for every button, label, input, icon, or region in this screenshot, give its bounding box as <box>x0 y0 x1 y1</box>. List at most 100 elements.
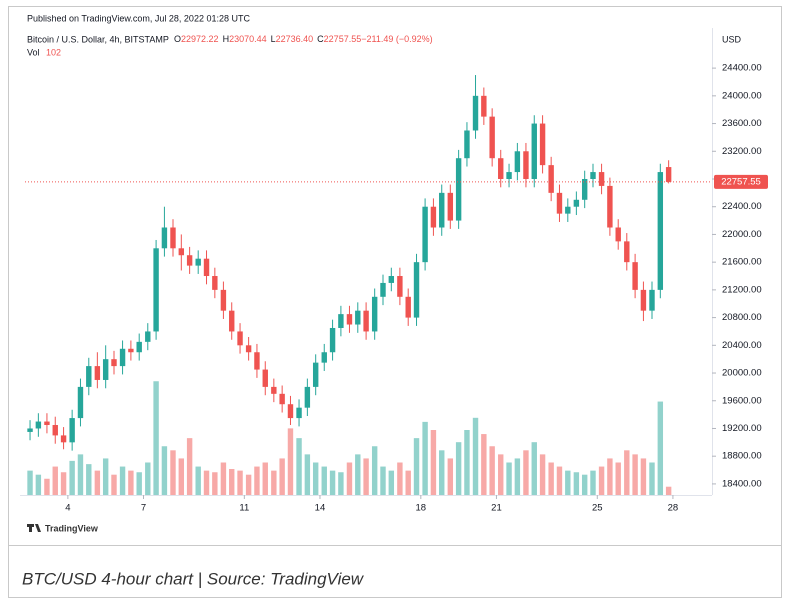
candle-body <box>624 241 630 263</box>
candle-layer <box>27 75 672 451</box>
y-tick-label: 20400.00 <box>722 340 762 351</box>
candle-body <box>77 386 84 419</box>
volume-bar <box>312 462 319 495</box>
volume-bar <box>447 458 454 495</box>
y-tick-label: 22000.00 <box>722 229 762 240</box>
volume-bar <box>539 454 546 495</box>
volume-bar <box>481 434 487 495</box>
volume-bar <box>514 458 521 495</box>
volume-bar <box>531 442 537 495</box>
candle-body <box>615 227 621 242</box>
volume-bar <box>430 430 437 495</box>
volume-bar <box>203 470 210 495</box>
published-line: Published on TradingView.com, Jul 28, 20… <box>27 13 250 23</box>
candle-body <box>186 255 193 266</box>
volume-bar <box>60 472 67 495</box>
y-tick-label: 18800.00 <box>722 451 762 462</box>
brand-logo <box>27 524 41 532</box>
volume-bar <box>304 454 311 495</box>
volume-bar <box>128 470 134 495</box>
x-tick-label: 18 <box>416 503 427 514</box>
volume-bar <box>161 446 168 495</box>
candle-body <box>430 206 437 228</box>
volume-bar <box>556 466 563 495</box>
candle-body <box>388 276 395 283</box>
y-tick-label: 20000.00 <box>722 368 762 379</box>
candle-body <box>296 407 302 419</box>
candle-body <box>229 310 235 332</box>
candle-body <box>371 296 378 332</box>
candle-body <box>590 172 596 179</box>
legend-value: 22972.22 <box>181 34 219 44</box>
volume-bar <box>548 462 554 495</box>
last-price-label: 22757.55 <box>721 176 761 187</box>
volume-value: 102 <box>46 47 61 57</box>
candle-body <box>531 123 537 179</box>
volume-bar <box>607 458 613 495</box>
x-tick-label: 11 <box>239 503 249 514</box>
candle-body <box>312 362 319 387</box>
candle-body <box>481 95 487 117</box>
candle-body <box>321 352 327 363</box>
volume-bar <box>346 462 353 495</box>
volume-bar <box>212 472 218 495</box>
volume-bar <box>472 417 479 495</box>
candle-body <box>422 206 428 263</box>
candle-body <box>472 95 479 131</box>
volume-bar <box>439 450 445 495</box>
candle-body <box>304 386 311 408</box>
candle-body <box>489 116 495 159</box>
volume-bar <box>640 458 647 495</box>
x-tick-label: 28 <box>668 503 679 514</box>
candle-body <box>581 178 588 200</box>
candle-body <box>245 345 252 353</box>
candle-body <box>145 331 151 342</box>
candle-body <box>598 172 605 186</box>
volume-bar <box>355 454 361 495</box>
volume-bar <box>615 462 621 495</box>
y-tick-label: 18400.00 <box>722 478 762 489</box>
candle-body <box>220 289 227 311</box>
candle-body <box>94 366 101 380</box>
candle-body <box>52 425 58 436</box>
candle-body <box>649 289 655 311</box>
candle-body <box>632 262 638 290</box>
volume-bar <box>254 466 260 495</box>
y-tick-label: 21200.00 <box>722 284 762 295</box>
candle-body <box>111 359 117 367</box>
volume-bar <box>565 470 571 495</box>
candle-body <box>548 165 554 193</box>
x-tick-label: 14 <box>315 503 326 514</box>
legend-value: −211.49 (−0.92%) <box>361 34 432 44</box>
volume-bar <box>422 421 428 495</box>
y-tick-label: 24400.00 <box>722 63 762 74</box>
volume-bar <box>397 462 403 495</box>
last-price-box <box>714 174 768 189</box>
candle-body <box>355 310 361 325</box>
volume-bar <box>52 466 58 495</box>
x-tick-label: 21 <box>491 503 502 514</box>
volume-bar <box>102 458 109 495</box>
candle-body <box>27 428 33 432</box>
candle-body <box>523 151 529 179</box>
candle-body <box>254 352 260 370</box>
candle-body <box>119 348 126 367</box>
volume-bar <box>287 428 294 495</box>
candle-body <box>338 314 344 328</box>
legend-value: 22736.40 <box>276 34 314 44</box>
volume-layer <box>27 381 672 495</box>
volume-bar <box>388 470 395 495</box>
y-tick-label: 23200.00 <box>722 146 762 157</box>
volume-bar <box>86 464 92 495</box>
volume-bar <box>523 450 529 495</box>
candle-body <box>128 348 134 353</box>
volume-bar <box>262 462 268 495</box>
y-tick-label: 20800.00 <box>722 312 762 323</box>
volume-label: Vol <box>27 47 40 57</box>
candle-body <box>60 435 67 443</box>
volume-bar <box>489 446 495 495</box>
y-tick-label: 23600.00 <box>722 118 762 129</box>
volume-bar <box>363 458 369 495</box>
